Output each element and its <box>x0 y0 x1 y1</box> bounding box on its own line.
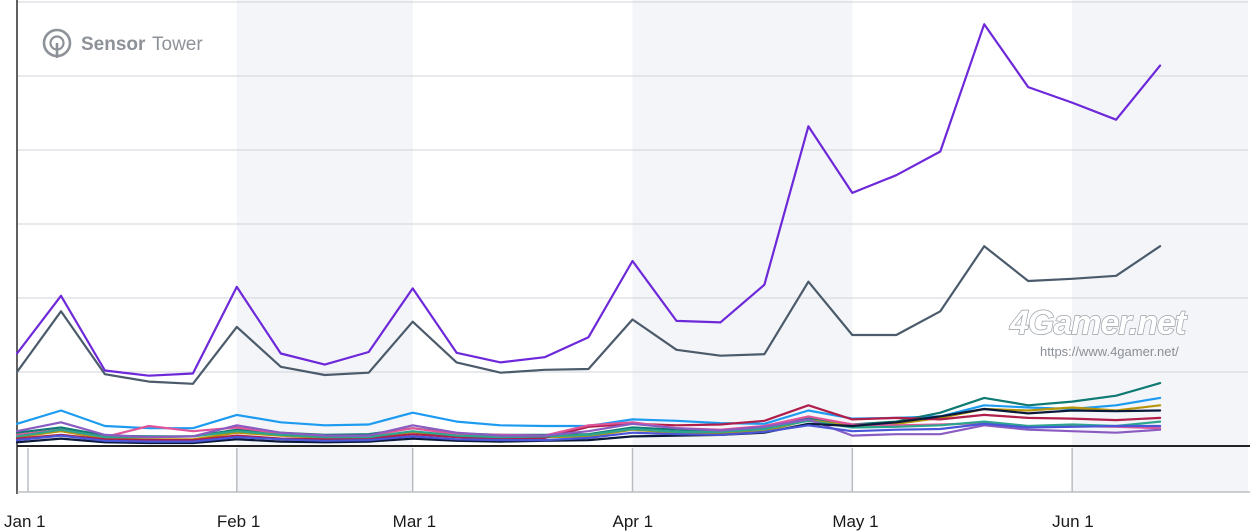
shaded-band <box>632 0 853 492</box>
x-tick-label: May 1 <box>832 512 878 531</box>
x-axis-ticks: Jan 1 Feb 1 Mar 1 Apr 1 May 1 Jun 1 <box>4 448 1094 531</box>
series-line <box>15 245 1162 385</box>
series-line <box>15 419 1162 439</box>
logo-brand-bold: Sensor <box>81 34 146 55</box>
series-line <box>15 23 1162 377</box>
logo-brand-regular: Tower <box>152 34 203 55</box>
series-line <box>15 418 1162 439</box>
x-tick-label: Mar 1 <box>393 512 436 531</box>
series-line <box>15 407 1162 445</box>
sensor-tower-icon <box>42 28 72 58</box>
sensor-tower-logo: Sensor Tower <box>42 28 203 58</box>
watermark: 4Gamer.net https://www.4gamer.net/ <box>1008 303 1189 359</box>
series-line <box>15 422 1162 443</box>
x-tick-label: Jun 1 <box>1052 512 1094 531</box>
watermark-url: https://www.4gamer.net/ <box>1040 344 1179 359</box>
series-lines <box>15 23 1162 445</box>
series-line <box>15 404 1162 442</box>
x-tick-label: Feb 1 <box>217 512 260 531</box>
x-tick-label: Apr 1 <box>613 512 654 531</box>
horizontal-gridlines <box>17 1 1248 373</box>
shaded-month-bands <box>236 0 1248 492</box>
x-tick-label: Jan 1 <box>4 512 46 531</box>
watermark-name: 4Gamer.net <box>1009 304 1188 342</box>
chart-axes <box>16 0 1250 494</box>
shaded-band <box>236 0 413 492</box>
